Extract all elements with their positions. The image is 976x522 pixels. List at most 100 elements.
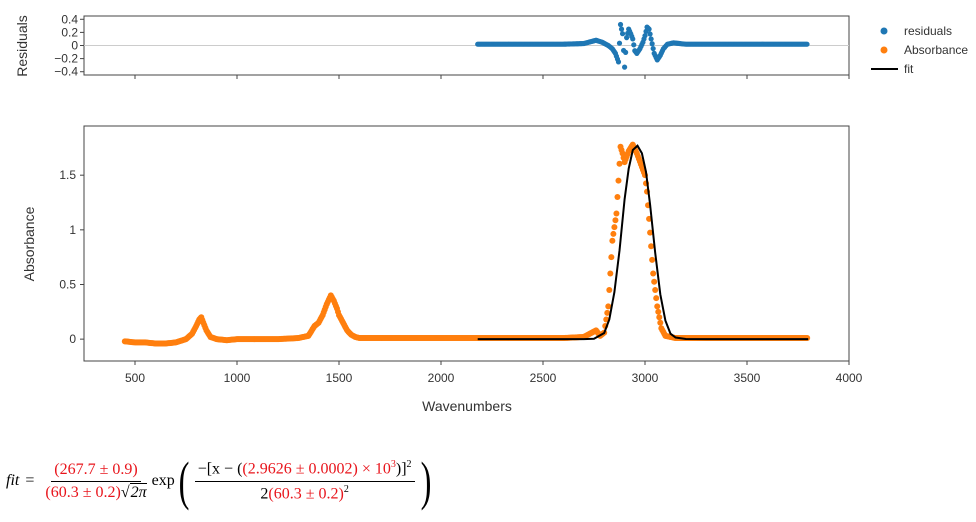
absorbance-point (607, 270, 614, 277)
legend-marker-absorbance (880, 46, 888, 54)
main-y-tick-label: 1.5 (59, 168, 76, 182)
residuals-x-ticks (134, 75, 850, 79)
residual-point (622, 64, 628, 70)
formula-exponent-numerator: −[x − ((2.9626 ± 0.0002) × 103)]2 (194, 459, 415, 482)
legend-label-fit: fit (904, 62, 914, 76)
legend[interactable]: residuals Absorbance fit (871, 24, 968, 76)
residual-point (615, 59, 622, 65)
residual-point (623, 49, 629, 55)
absorbance-point (606, 286, 613, 293)
residuals-panel: 0.40.20−0.2−0.4 Residuals (14, 12, 850, 79)
residual-point (624, 35, 630, 41)
main-y-tick-label: 0 (69, 332, 76, 346)
absorbance-point (648, 243, 655, 250)
legend-item-absorbance[interactable]: Absorbance (880, 43, 969, 57)
formula-exponent-denominator: 2(60.3 ± 0.2)2 (257, 482, 351, 503)
formula-square: 2 (406, 459, 412, 471)
main-x-tick-label: 2500 (530, 371, 557, 385)
main-y-axis-title: Absorbance (21, 206, 37, 281)
residual-point (618, 26, 625, 32)
residuals-y-tick-label: 0.4 (61, 12, 78, 26)
absorbance-point (610, 230, 617, 237)
main-x-tick-label: 500 (125, 371, 145, 385)
main-x-tick-label: 3000 (632, 371, 659, 385)
absorbance-point (612, 217, 619, 224)
residual-point (616, 40, 623, 46)
absorbance-point (615, 177, 622, 184)
formula-center: (2.9626 ± 0.0002) × 10 (242, 460, 391, 478)
formula-width-sq-exp: 2 (343, 483, 349, 495)
residual-point (804, 41, 810, 47)
main-x-tick-label: 4000 (836, 371, 863, 385)
formula-lhs: fit (6, 472, 20, 489)
main-x-tick-label: 2000 (428, 371, 455, 385)
residuals-y-ticks: 0.40.20−0.2−0.4 (54, 12, 84, 79)
absorbance-point (657, 319, 664, 326)
formula-center-exp: 3 (390, 459, 396, 471)
sqrt-symbol: √ (120, 483, 130, 501)
absorbance-point (608, 254, 615, 261)
residual-point (631, 42, 637, 48)
formula-width-sq: (60.3 ± 0.2) (268, 484, 344, 502)
residual-point (649, 41, 655, 47)
formula-prefactor: (267.7 ± 0.9) (60.3 ± 0.2)√2π (42, 461, 149, 502)
absorbance-point (614, 194, 621, 201)
absorbance-point (804, 335, 811, 342)
absorbance-point (649, 256, 656, 263)
residual-point (646, 26, 652, 32)
residuals-y-tick-label: −0.4 (54, 65, 78, 79)
absorbance-point (611, 224, 618, 231)
absorbance-point (656, 314, 663, 321)
main-x-ticks: 500 1000 1500 2000 2500 3000 3500 4000 (125, 361, 863, 385)
absorbance-point (652, 286, 659, 293)
formula-exp: exp (151, 472, 175, 489)
fit-line (477, 144, 809, 341)
formula-width: (60.3 ± 0.2) (45, 483, 121, 501)
legend-marker-residuals (880, 27, 888, 35)
residual-point (650, 45, 656, 52)
residual-point (648, 36, 654, 42)
residual-point (642, 33, 648, 39)
absorbance-point (616, 160, 623, 167)
residual-point (630, 36, 636, 42)
absorbance-point (647, 229, 654, 236)
absorbance-points (121, 141, 811, 347)
residual-point (647, 31, 653, 37)
formula-amplitude: (267.7 ± 0.9) (51, 461, 141, 482)
main-x-axis-title: Wavenumbers (422, 398, 512, 414)
absorbance-point (609, 237, 616, 244)
formula-prefactor-denominator: (60.3 ± 0.2)√2π (42, 482, 149, 502)
formula-equals: = (25, 472, 35, 489)
residual-point (617, 21, 624, 28)
formula-close-bracket: )] (395, 460, 407, 478)
formula-left-paren: ( (178, 451, 190, 511)
formula-sqrt-two-pi: 2π (129, 482, 147, 501)
formula-denom-two: 2 (260, 484, 269, 502)
residual-point (619, 31, 626, 37)
residuals-axis-title: Residuals (14, 15, 30, 76)
main-panel: 0 0.5 1 1.5 500 1000 1500 2000 2500 3000 3500 4000… (21, 125, 863, 414)
absorbance-point (605, 303, 612, 310)
main-y-ticks: 0 0.5 1 1.5 (59, 168, 84, 346)
fit-formula: fit = (267.7 ± 0.9) (60.3 ± 0.2)√2π exp … (6, 448, 476, 514)
legend-item-residuals[interactable]: residuals (880, 24, 953, 38)
formula-right-paren: ) (420, 451, 431, 511)
main-x-tick-label: 1500 (326, 371, 353, 385)
main-plot-frame (83, 125, 850, 362)
main-x-tick-label: 3500 (734, 371, 761, 385)
legend-item-fit[interactable]: fit (871, 62, 914, 76)
absorbance-point (653, 295, 660, 302)
legend-label-residuals: residuals (904, 24, 952, 38)
formula-minus-x: −[x − ( (197, 460, 243, 478)
residuals-y-tick-label: 0 (71, 39, 78, 53)
residuals-y-tick-label: 0.2 (61, 25, 78, 39)
main-x-tick-label: 1000 (224, 371, 251, 385)
absorbance-point (655, 308, 662, 315)
residuals-points (475, 21, 810, 70)
chart-canvas: 0.40.20−0.2−0.4 Residuals 00.511.5 500 10… (14, 12, 968, 414)
residuals-y-tick-label: −0.2 (54, 52, 78, 66)
absorbance-point (650, 270, 657, 277)
main-y-tick-label: 0.5 (59, 277, 76, 291)
absorbance-point (654, 303, 661, 310)
absorbance-point (604, 309, 611, 316)
